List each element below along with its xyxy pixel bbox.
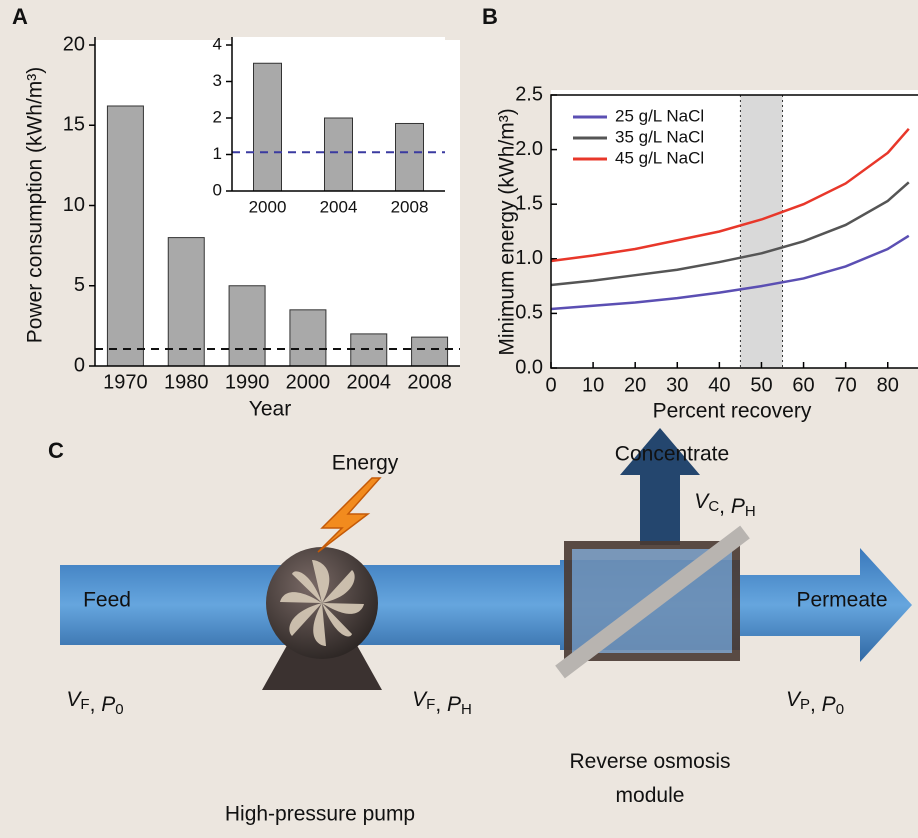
x-tick-label: 80 xyxy=(877,374,899,396)
subscript: C xyxy=(708,498,719,515)
shaded-range xyxy=(740,95,782,368)
y-tick-label: 0 xyxy=(213,180,222,199)
concentrate-label: Concentrate xyxy=(615,443,729,466)
bar xyxy=(396,123,424,191)
y-tick-label: 2.0 xyxy=(515,138,543,160)
y-tick-label: 4 xyxy=(213,34,222,53)
x-tick-label: 2000 xyxy=(249,197,287,216)
panel-label: A xyxy=(12,4,28,29)
symbol: P xyxy=(822,693,836,716)
x-tick-label: 2000 xyxy=(286,371,331,393)
y-tick-label: 0 xyxy=(74,354,85,376)
y-axis-title: Power consumption (kWh/m³) xyxy=(24,67,47,344)
x-tick-label: 10 xyxy=(582,374,604,396)
bar xyxy=(254,63,282,191)
figure: A B C Year Power consumption (kWh/m³) Pe… xyxy=(0,0,918,833)
bar xyxy=(325,118,353,191)
subscript: P xyxy=(800,696,810,713)
y-tick-label: 15 xyxy=(63,114,85,136)
feed-label: Feed xyxy=(83,589,131,612)
energy-label: Energy xyxy=(332,452,399,475)
x-tick-label: 1970 xyxy=(103,371,148,393)
y-tick-label: 3 xyxy=(213,71,222,90)
x-tick-label: 70 xyxy=(835,374,857,396)
bar xyxy=(229,286,265,366)
y-tick-label: 2 xyxy=(213,107,222,126)
x-tick-label: 2008 xyxy=(407,371,452,393)
x-tick-label: 1990 xyxy=(225,371,270,393)
x-axis-title: Year xyxy=(249,398,291,421)
bar xyxy=(290,310,326,366)
x-tick-label: 60 xyxy=(792,374,814,396)
page: {"chart_data":[ {"type":"bar","panel_lab… xyxy=(0,0,918,838)
x-tick-label: 1980 xyxy=(164,371,209,393)
feed-state: VF, P0 xyxy=(66,688,123,718)
x-tick-label: 50 xyxy=(750,374,772,396)
concentrate-state: VC, PH xyxy=(694,490,755,520)
module-label: Reverse osmosis module xyxy=(560,745,740,813)
x-axis-title: Percent recovery xyxy=(653,400,812,423)
subscript: F xyxy=(426,696,435,713)
plot-area xyxy=(551,90,918,368)
y-tick-label: 1 xyxy=(213,144,222,163)
symbol: , xyxy=(435,693,447,716)
y-tick-label: 20 xyxy=(63,33,85,55)
subscript: 0 xyxy=(836,701,844,718)
y-tick-label: 5 xyxy=(74,274,85,296)
y-tick-label: 0.0 xyxy=(515,356,543,378)
module-label-box: Reverse osmosis module xyxy=(560,745,740,825)
bar xyxy=(107,106,143,366)
subscript: H xyxy=(461,701,472,718)
subscript: H xyxy=(745,503,756,520)
bar xyxy=(168,238,204,366)
legend-label: 45 g/L NaCl xyxy=(615,148,704,167)
x-tick-label: 0 xyxy=(545,374,556,396)
subscript: 0 xyxy=(115,701,123,718)
bar xyxy=(412,337,448,366)
x-tick-label: 30 xyxy=(666,374,688,396)
symbol: P xyxy=(101,693,115,716)
symbol: P xyxy=(731,495,745,518)
panel-label: C xyxy=(48,438,64,463)
x-tick-label: 40 xyxy=(708,374,730,396)
permeate-state: VP, P0 xyxy=(786,688,844,718)
legend-label: 25 g/L NaCl xyxy=(615,106,704,125)
symbol: , xyxy=(810,693,822,716)
pump-label: High-pressure pump xyxy=(225,803,415,826)
y-tick-label: 1.5 xyxy=(515,192,543,214)
y-tick-label: 2.5 xyxy=(515,83,543,105)
x-tick-label: 2008 xyxy=(391,197,429,216)
pressurized-state: VF, PH xyxy=(412,688,472,718)
x-tick-label: 2004 xyxy=(347,371,392,393)
y-tick-label: 10 xyxy=(63,194,85,216)
subscript: F xyxy=(80,696,89,713)
y-tick-label: 0.5 xyxy=(515,302,543,324)
diagram: Energy Feed VF, P0 VF, PH High-pressure … xyxy=(60,428,912,826)
x-tick-label: 20 xyxy=(624,374,646,396)
energy-bolt xyxy=(318,478,380,552)
symbol: , xyxy=(719,495,731,518)
y-tick-label: 1.0 xyxy=(515,247,543,269)
legend-label: 35 g/L NaCl xyxy=(615,127,704,146)
permeate-label: Permeate xyxy=(796,589,887,612)
x-tick-label: 2004 xyxy=(320,197,358,216)
symbol: , xyxy=(90,693,102,716)
flow-arrow xyxy=(60,548,912,662)
panel-label: B xyxy=(482,4,498,29)
symbol: P xyxy=(447,693,461,716)
